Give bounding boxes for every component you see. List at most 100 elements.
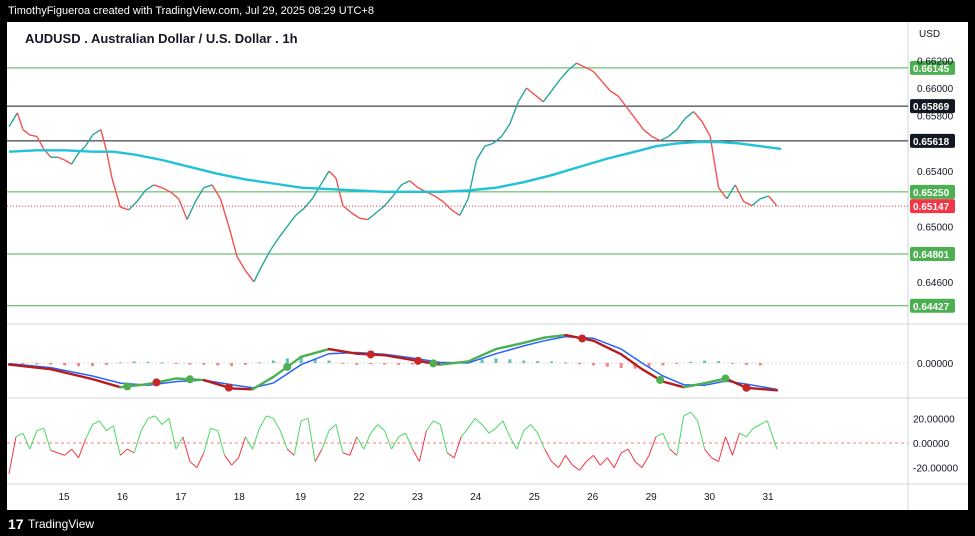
price-segment-down [36, 136, 45, 150]
price-segment-up [500, 123, 511, 137]
macd-histogram-bar [257, 362, 261, 364]
osc-segment-neg [342, 452, 351, 456]
osc-segment-neg [627, 448, 636, 462]
price-tag-label: 0.64427 [913, 302, 950, 313]
osc-segment-neg [732, 432, 740, 456]
price-segment-down [342, 205, 352, 214]
price-segment-down [601, 80, 611, 92]
osc-segment-neg [182, 436, 191, 462]
macd-histogram-bar [730, 363, 734, 364]
price-segment-up [668, 128, 678, 138]
osc-segment-neg [453, 436, 462, 458]
osc-segment-pos [279, 430, 288, 450]
price-segment-down [105, 150, 113, 179]
macd-histogram-bar [675, 363, 679, 364]
osc-segment-pos [398, 432, 406, 438]
price-segment-up [475, 145, 486, 161]
osc-segment-neg [189, 461, 198, 469]
osc-segment-neg [711, 457, 719, 462]
osc-segment-pos [307, 418, 316, 462]
x-tick-label: 24 [470, 492, 482, 503]
osc-segment-pos [154, 415, 163, 425]
macd-histogram-bar [564, 362, 568, 364]
price-segment-up [136, 190, 146, 202]
macd-signal-line [8, 335, 778, 391]
macd-line-up [543, 333, 567, 339]
price-segment-down [642, 128, 653, 138]
osc-segment-pos [363, 432, 372, 450]
macd-cross-up-dot [656, 375, 665, 384]
chart-title: AUDUSD . Australian Dollar / U.S. Dollar… [25, 31, 298, 46]
osc-segment-neg [349, 436, 358, 456]
macd-histogram-bar [480, 359, 484, 363]
price-tag-label: 0.64801 [913, 250, 950, 261]
macd-histogram-bar [35, 363, 39, 365]
price-segment-up [509, 101, 519, 125]
osc-segment-pos [488, 427, 497, 434]
price-segment-up [320, 170, 330, 186]
price-segment-down [16, 112, 24, 130]
price-segment-up [311, 184, 322, 200]
macd-histogram-bar [424, 363, 428, 364]
osc-segment-pos [766, 420, 778, 450]
price-tag-label: 0.65250 [913, 188, 950, 199]
osc-segment-pos [502, 420, 511, 438]
macd-histogram-bar [327, 360, 331, 363]
price-segment-up [517, 87, 528, 103]
price-segment-up [84, 134, 94, 147]
price-segment-up [186, 201, 197, 220]
osc-tick-label: 20.00000 [913, 414, 955, 425]
macd-line-down [745, 386, 779, 392]
macd-histogram-bar [717, 361, 721, 363]
y-tick-label: 0.64600 [917, 278, 954, 289]
osc-segment-pos [460, 427, 469, 438]
price-segment-down [29, 134, 37, 138]
macd-histogram-bar [104, 363, 108, 365]
macd-histogram-bar [132, 361, 136, 363]
macd-line-up [682, 381, 706, 389]
price-segment-down [244, 270, 255, 283]
y-tick-label: 0.66000 [917, 84, 954, 95]
axis-labels: 0.66145 0.65869 0.65618 0.65250 0.64801 0.644… [58, 56, 958, 503]
macd-histogram-bar [383, 363, 387, 365]
price-segment-up [676, 118, 686, 130]
macd-line-up [522, 336, 546, 345]
price-tag: 0.64427 [910, 298, 955, 313]
x-tick-label: 29 [646, 492, 658, 503]
macd-histogram-bar [160, 362, 164, 364]
price-segment-up [467, 159, 478, 199]
osc-segment-neg [286, 448, 295, 456]
chart-canvas[interactable]: 0.66145 0.65869 0.65618 0.65250 0.64801 0.644… [7, 22, 968, 510]
osc-segment-neg [565, 455, 573, 466]
price-tag-bg [910, 133, 955, 148]
price-segment-down [236, 256, 247, 272]
price-segment-down [120, 206, 129, 211]
macd-histogram-bar [689, 361, 693, 363]
osc-segment-pos [384, 430, 393, 450]
price-segment-down [576, 62, 586, 68]
price-segment-down [100, 129, 108, 151]
macd-histogram-bar [63, 363, 67, 366]
osc-segment-pos [321, 430, 330, 450]
chart-panel[interactable]: 0.66145 0.65869 0.65618 0.65250 0.64801 0.644… [7, 22, 968, 510]
osc-segment-neg [418, 430, 427, 462]
header-text: TimothyFigueroa created with TradingView… [8, 5, 374, 17]
price-segment-down [626, 106, 636, 119]
price-segment-up [375, 205, 386, 214]
osc-tick-label: -20.00000 [913, 464, 958, 475]
price-segment-up [269, 237, 280, 251]
oscillator-pane [7, 411, 908, 474]
macd-histogram-bar [647, 363, 651, 368]
price-segment-up [367, 212, 377, 221]
osc-segment-pos [495, 420, 504, 429]
macd-line-down [327, 347, 359, 355]
macd-histogram-bar [341, 363, 345, 364]
x-tick-label: 18 [234, 492, 246, 503]
macd-line-down [592, 339, 623, 356]
price-segment-up [8, 112, 18, 128]
price-tag-bg [910, 99, 955, 114]
osc-segment-neg [592, 455, 601, 466]
osc-segment-pos [697, 420, 706, 450]
macd-histogram-bar [90, 363, 94, 367]
macd-histogram-bar [703, 360, 707, 363]
